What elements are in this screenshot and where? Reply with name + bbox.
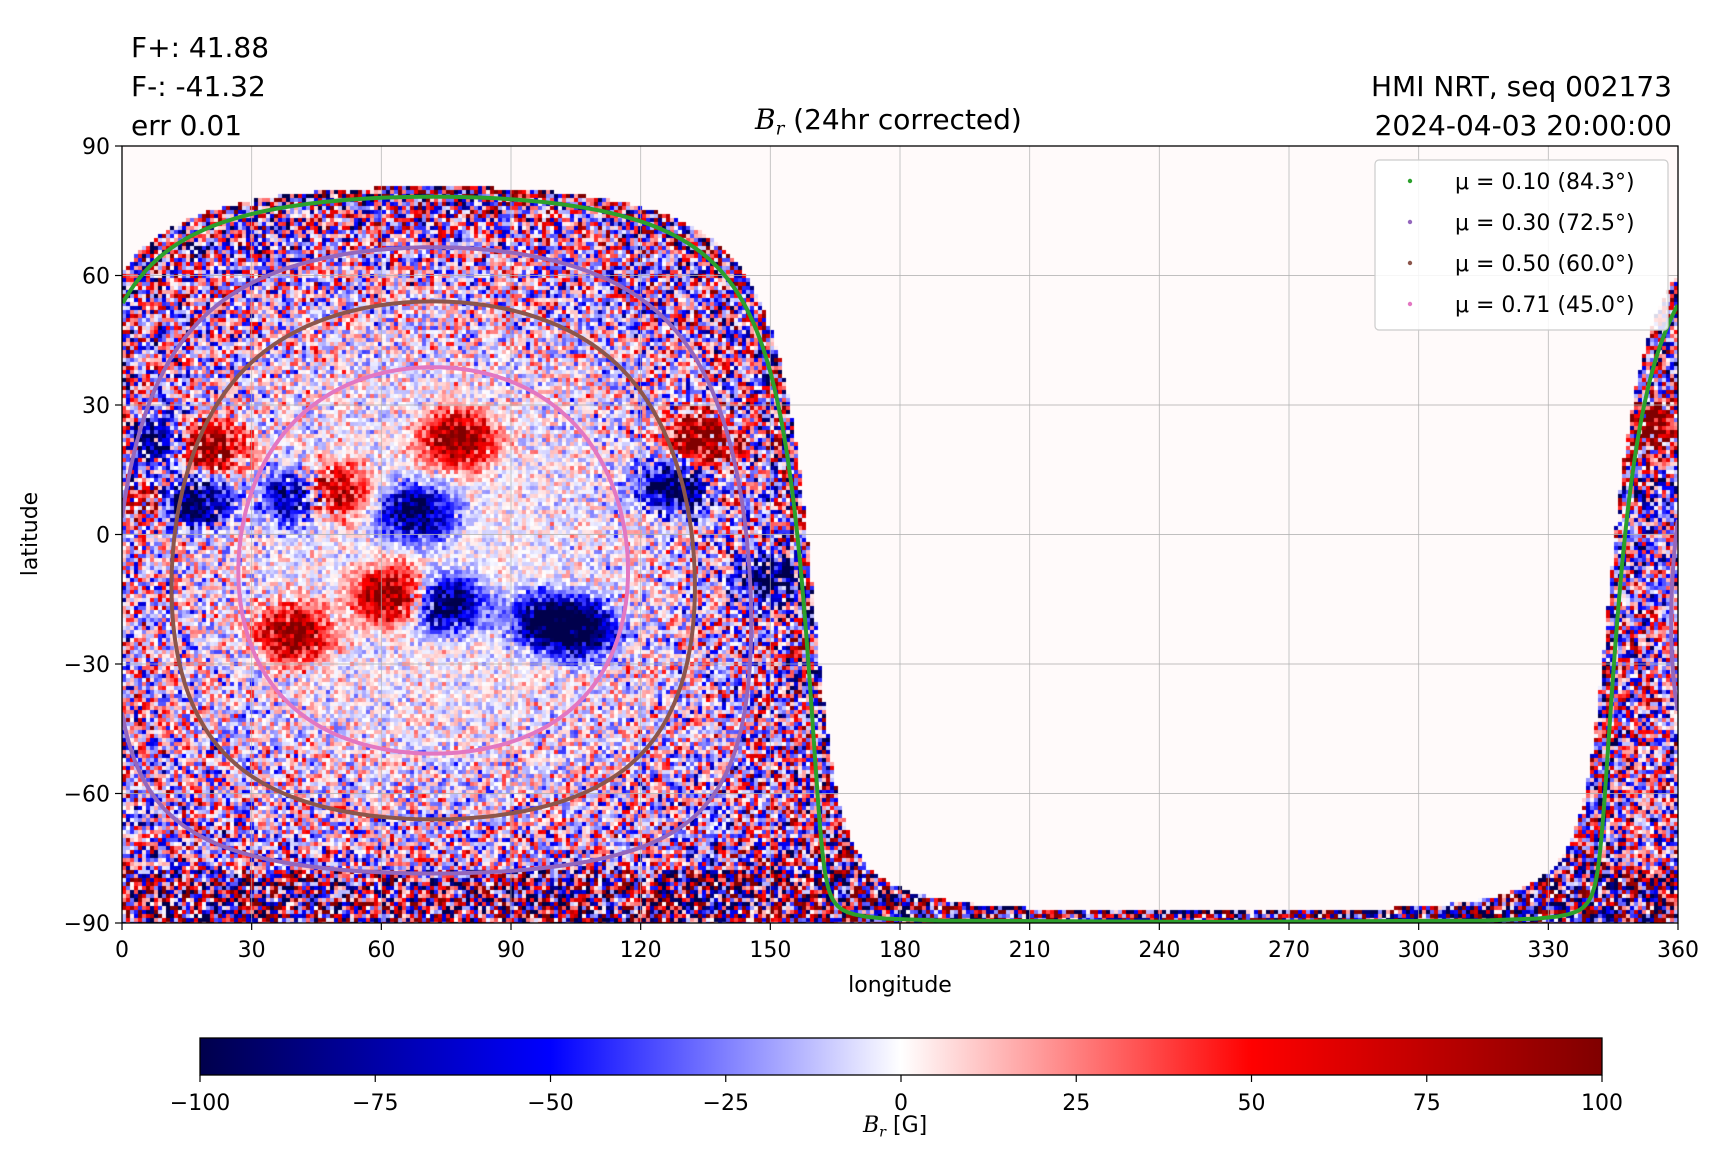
colorbar bbox=[199, 1037, 1603, 1076]
legend-box bbox=[1374, 159, 1669, 331]
legend-label: μ = 0.50 (60.0°) bbox=[1455, 252, 1635, 277]
legend-label: μ = 0.71 (45.0°) bbox=[1455, 293, 1635, 318]
contour-mu-0.10 bbox=[122, 194, 434, 305]
colorbar-ticks: −100 −75 −50 −25 0 25 50 75 100 bbox=[170, 1075, 1623, 1116]
title-symbol: B bbox=[755, 103, 776, 136]
legend: μ = 0.10 (84.3°) μ = 0.30 (72.5°) μ = 0.50… bbox=[1374, 159, 1669, 331]
legend-marker bbox=[1407, 219, 1413, 225]
colorbar-label-subscript: r bbox=[879, 1124, 887, 1141]
colorbar-tick-label: 25 bbox=[1062, 1091, 1090, 1116]
y-axis-label: latitude bbox=[18, 492, 43, 576]
data-source: HMI NRT, seq 002173 2024-04-03 20:00:00 bbox=[1371, 67, 1672, 145]
legend-label: μ = 0.10 (84.3°) bbox=[1455, 170, 1635, 195]
contour-mu-0.10 bbox=[433, 194, 1678, 923]
flux-stats: F+: 41.88 F-: -41.32 err 0.01 bbox=[131, 28, 269, 145]
mu-contours bbox=[122, 194, 1678, 923]
x-tick-label: 180 bbox=[879, 938, 921, 963]
colorbar-tick-label: −50 bbox=[527, 1091, 573, 1116]
y-tick-label: −60 bbox=[64, 783, 110, 808]
x-tick-label: 120 bbox=[620, 938, 662, 963]
y-tick-label: 90 bbox=[82, 135, 110, 160]
colorbar-tick-label: 50 bbox=[1238, 1091, 1266, 1116]
legend-label: μ = 0.30 (72.5°) bbox=[1455, 211, 1635, 236]
colorbar-label-unit: [G] bbox=[886, 1113, 928, 1138]
x-tick-label: 360 bbox=[1657, 938, 1699, 963]
colorbar-label-symbol: B bbox=[863, 1113, 880, 1138]
y-tick-label: 60 bbox=[82, 265, 110, 290]
contour-mu-0.71 bbox=[236, 365, 630, 756]
contour-mu-0.30 bbox=[122, 245, 434, 518]
x-tick-label: 60 bbox=[367, 938, 395, 963]
legend-marker bbox=[1407, 178, 1413, 184]
y-axis-ticks: −90 −60 −30 0 30 60 90 bbox=[64, 135, 122, 937]
colorbar-tick-label: −75 bbox=[352, 1091, 398, 1116]
y-tick-label: −30 bbox=[64, 653, 110, 678]
colorbar-tick-label: 75 bbox=[1413, 1091, 1441, 1116]
x-tick-label: 150 bbox=[749, 938, 791, 963]
flux-plus: F+: 41.88 bbox=[131, 31, 270, 64]
observation-datetime: 2024-04-03 20:00:00 bbox=[1374, 109, 1672, 142]
chart-title: Br (24hr corrected) bbox=[755, 103, 1022, 139]
contour-mu-0.30 bbox=[122, 245, 754, 876]
title-subscript: r bbox=[775, 118, 785, 140]
contour-mu-0.30 bbox=[1669, 519, 1678, 711]
error-value: err 0.01 bbox=[131, 109, 243, 142]
x-tick-label: 90 bbox=[497, 938, 525, 963]
colorbar-label: Br [G] bbox=[863, 1113, 927, 1140]
legend-marker bbox=[1407, 260, 1413, 266]
flux-minus: F-: -41.32 bbox=[131, 70, 266, 103]
x-tick-label: 210 bbox=[1009, 938, 1051, 963]
legend-marker bbox=[1407, 301, 1413, 307]
y-tick-label: 0 bbox=[96, 524, 110, 549]
colorbar-tick-label: 0 bbox=[894, 1091, 908, 1116]
y-tick-label: −90 bbox=[64, 912, 110, 937]
colorbar-tick-label: −25 bbox=[703, 1091, 749, 1116]
x-axis-ticks: 0 30 60 90 120 150 180 210 240 270 300 330 360 bbox=[115, 923, 1699, 963]
y-tick-label: 30 bbox=[82, 394, 110, 419]
title-suffix: (24hr corrected) bbox=[784, 103, 1022, 136]
colorbar-tick-label: −100 bbox=[170, 1091, 230, 1116]
x-tick-label: 30 bbox=[238, 938, 266, 963]
x-tick-label: 0 bbox=[115, 938, 129, 963]
x-tick-label: 300 bbox=[1398, 938, 1440, 963]
colorbar-tick-label: 100 bbox=[1581, 1091, 1623, 1116]
x-tick-label: 240 bbox=[1138, 938, 1180, 963]
x-axis-label: longitude bbox=[848, 973, 952, 998]
x-tick-label: 270 bbox=[1268, 938, 1310, 963]
source-label: HMI NRT, seq 002173 bbox=[1370, 70, 1672, 103]
contour-mu-0.50 bbox=[169, 299, 697, 822]
x-tick-label: 330 bbox=[1527, 938, 1569, 963]
